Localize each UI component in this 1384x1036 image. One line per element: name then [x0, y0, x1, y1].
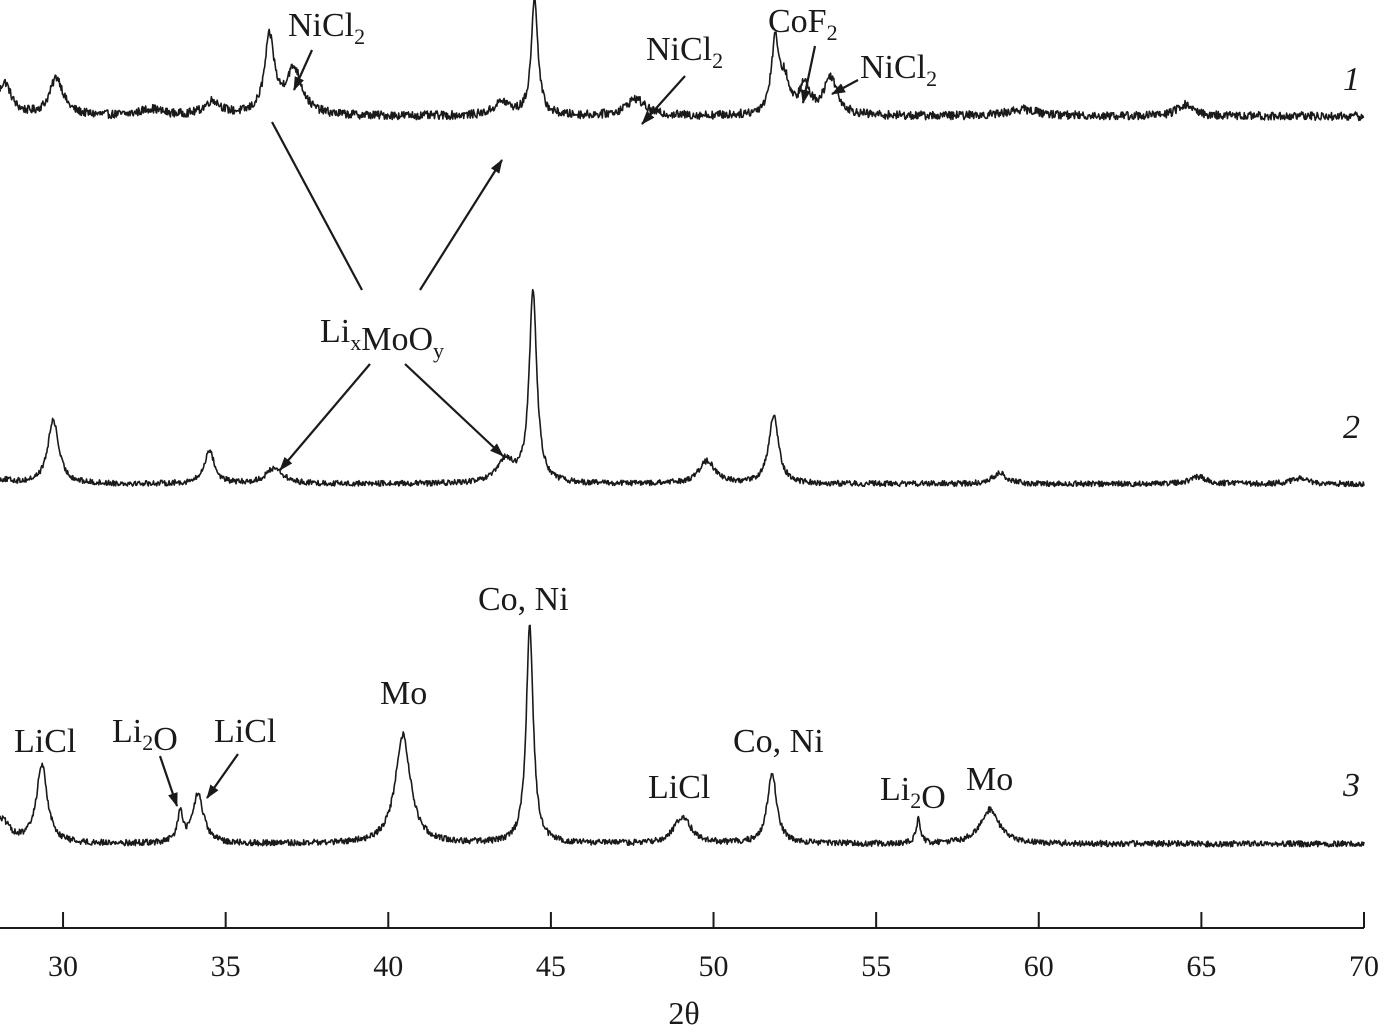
peak-annotation: Co, Ni	[733, 723, 824, 760]
peak-label: Co, Ni	[478, 581, 569, 618]
peak-label: NiCl2	[288, 7, 365, 49]
x-tick-label: 45	[536, 950, 566, 983]
peak-annotation: LixMoOy	[271, 121, 504, 471]
x-tick-label: 50	[699, 950, 729, 983]
xrd-trace-3	[0, 624, 1365, 848]
peak-label: CoF2	[768, 3, 838, 45]
peak-label: Co, Ni	[733, 723, 824, 760]
x-tick-label: 35	[211, 950, 241, 983]
peak-annotation: LiCl	[14, 723, 76, 760]
x-tick-label: 40	[373, 950, 403, 983]
curve-label-2: 2	[1343, 409, 1360, 446]
peak-label: LixMoOy	[320, 313, 444, 363]
peak-label: NiCl2	[860, 49, 937, 91]
peak-label: Li2O	[112, 713, 178, 758]
x-tick-label: 70	[1349, 950, 1379, 983]
peak-annotation: LiCl	[648, 769, 710, 806]
peak-label: Li2O	[880, 771, 946, 816]
peak-label: LiCl	[648, 769, 710, 806]
peak-annotation: NiCl2	[641, 31, 723, 125]
peak-annotation: NiCl2	[288, 7, 365, 91]
peak-annotation: LiCl	[206, 713, 276, 799]
peak-annotation: CoF2	[768, 3, 838, 104]
pointer-arrow	[419, 159, 503, 291]
curve-label-1: 1	[1343, 61, 1360, 98]
pointer-arrow	[279, 363, 371, 471]
pointer-line	[271, 121, 363, 291]
peak-label: Mo	[966, 761, 1013, 798]
pointer-arrow	[641, 75, 686, 125]
pointer-arrow	[292, 49, 314, 91]
x-tick-label: 30	[48, 950, 78, 983]
pointer-arrow	[404, 363, 504, 457]
peak-label: LiCl	[214, 713, 276, 750]
xrd-trace-2	[0, 288, 1365, 488]
peak-annotation: Li2O	[880, 771, 946, 816]
peak-annotation: Mo	[966, 761, 1013, 798]
pointer-arrow	[800, 45, 817, 104]
pointer-arrow	[158, 755, 179, 807]
peak-annotation: Mo	[380, 675, 427, 712]
pointer-arrow	[206, 753, 239, 799]
pointer-arrow	[831, 79, 859, 95]
xrd-trace-1	[0, 0, 1365, 122]
peak-annotation: NiCl2	[831, 49, 937, 95]
peak-label: LiCl	[14, 723, 76, 760]
x-axis-title: 2θ	[668, 995, 699, 1031]
peak-label: Mo	[380, 675, 427, 712]
x-tick-label: 60	[1024, 950, 1054, 983]
peak-annotation: Co, Ni	[478, 581, 569, 618]
curve-label-3: 3	[1342, 767, 1360, 804]
peak-annotation: Li2O	[112, 713, 179, 807]
x-tick-label: 55	[861, 950, 891, 983]
peak-label: NiCl2	[646, 31, 723, 73]
x-tick-label: 65	[1186, 950, 1216, 983]
